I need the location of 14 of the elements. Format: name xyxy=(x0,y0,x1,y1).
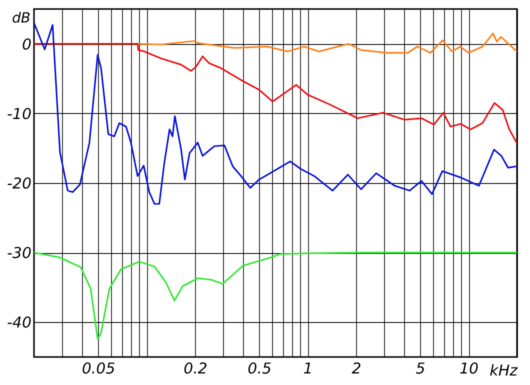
x-tick-label: 1 xyxy=(303,360,313,378)
x-tick-label: 0.05 xyxy=(82,360,116,378)
x-tick-label: 5 xyxy=(416,360,426,378)
y-tick-label: -30 xyxy=(7,244,32,262)
x-tick-label: 0.5 xyxy=(248,360,272,378)
x-axis-title: kHz xyxy=(490,362,519,380)
y-tick-label: -20 xyxy=(7,174,32,192)
y-tick-label: -40 xyxy=(7,314,32,332)
y-tick-label: -10 xyxy=(7,104,32,123)
x-tick-label: 0.2 xyxy=(184,360,208,378)
y-axis-title: dB xyxy=(12,10,30,26)
x-tick-label: 2 xyxy=(352,360,362,378)
x-tick-label: 10 xyxy=(459,360,479,378)
y-tick-label: 0 xyxy=(22,35,32,54)
